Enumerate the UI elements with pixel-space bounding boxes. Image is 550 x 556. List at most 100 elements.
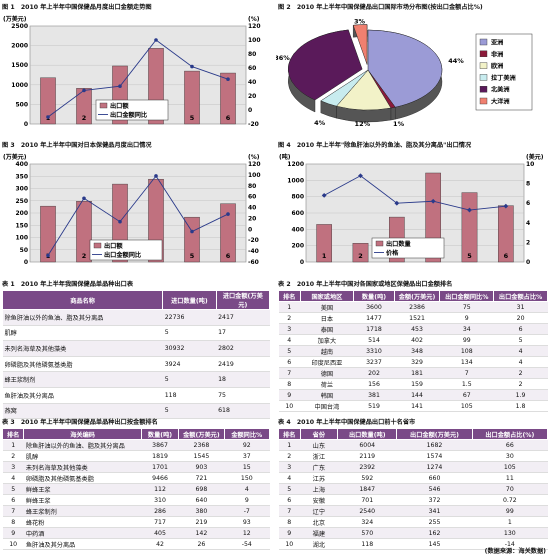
table-3-cell: 112 bbox=[141, 483, 179, 495]
table-4-cell: 118 bbox=[337, 538, 397, 550]
figure-1: 图 1 2010 年上半年中国保健品月度出口金额走势图 (万美元) (%) 0 500… bbox=[0, 0, 272, 132]
table-2-cell: 2 bbox=[493, 378, 548, 390]
table-2-cell: 453 bbox=[394, 323, 440, 335]
table-3-column-header: 金额同比% bbox=[223, 428, 271, 440]
table-1-cell: 618 bbox=[216, 403, 270, 420]
table-3-cell: 150 bbox=[224, 472, 270, 484]
table-2-cell: 德国 bbox=[300, 367, 354, 379]
fig1-y2-tick: 100 bbox=[248, 37, 261, 44]
table-3: 排名 海关编码 数量(吨) 金额(万美元) 金额同比% 1 除鱼肝油以外的鱼油、脂及其分离品… bbox=[1, 428, 271, 550]
table-2-cell: 10 bbox=[278, 400, 301, 412]
table-3-row: 4 卵磷脂及其他磷氨基类脂 9466 721 150 bbox=[2, 472, 270, 484]
fig3-y2-tick: 120 bbox=[248, 161, 261, 168]
table-3-cell: 1545 bbox=[178, 450, 225, 462]
table-1-column-header: 进口数量(吨) bbox=[162, 290, 217, 310]
fig3-point bbox=[118, 219, 122, 224]
fig1-left-unit: (万美元) bbox=[3, 15, 27, 23]
table-2-cell: 1.9 bbox=[493, 389, 548, 401]
table-2-cell: 329 bbox=[394, 356, 440, 368]
table-2-cell: 31 bbox=[493, 301, 548, 313]
table-3-cell: 9466 bbox=[141, 472, 179, 484]
figure-3-chart: (万美元) (%)050100150200250300350400-60-40-2… bbox=[3, 153, 261, 266]
fig3-point bbox=[82, 196, 86, 201]
table-3-cell: 7 bbox=[2, 505, 24, 517]
fig4-bar bbox=[316, 224, 332, 263]
table-3-cell: 310 bbox=[141, 494, 179, 506]
table-4-cell: 7 bbox=[278, 505, 301, 517]
pie-slice-side bbox=[390, 106, 396, 121]
fig3-x-tick: 2 bbox=[82, 252, 87, 260]
table-2-cell: 181 bbox=[394, 367, 440, 379]
table-2-cell: 7 bbox=[278, 367, 301, 379]
table-2-row: 7 德国 202 181 7 2 bbox=[278, 367, 548, 379]
fig3-y-tick: 400 bbox=[15, 161, 28, 168]
table-4-cell: 5 bbox=[278, 483, 301, 495]
table-2-cell: 2386 bbox=[394, 301, 440, 313]
table-3-cell: 640 bbox=[178, 494, 225, 506]
pie-slice bbox=[287, 29, 363, 101]
table-3-cell: 286 bbox=[141, 505, 179, 517]
fig3-y2-tick: 20 bbox=[248, 215, 256, 222]
table-3-cell: 除鱼肝油以外的鱼油、脂及其分离品 bbox=[23, 439, 142, 451]
table-1-cell: 18 bbox=[216, 371, 270, 388]
fig3-y2-tick: 100 bbox=[248, 172, 261, 179]
fig4-point bbox=[503, 203, 509, 209]
table-3-cell: 6 bbox=[2, 494, 24, 506]
table-2-cell: 1.5 bbox=[439, 378, 494, 390]
table-2-cell: 5 bbox=[278, 345, 301, 357]
table-3-row: 8 蜂花粉 717 219 93 bbox=[2, 516, 270, 528]
table-1-column-header: 进口金额(万美元) bbox=[215, 290, 271, 310]
table-2-cell: 中国台湾 bbox=[300, 400, 354, 412]
table-2-cell: 20 bbox=[493, 312, 548, 324]
table-3-cell: -7 bbox=[224, 505, 270, 517]
table-3-cell: 1701 bbox=[141, 461, 179, 473]
fig4-legend bbox=[371, 237, 445, 259]
table-1-cell: 燕窝 bbox=[2, 403, 163, 420]
fig1-y2-tick: 80 bbox=[248, 51, 256, 58]
fig4-y-tick: 0 bbox=[300, 259, 304, 266]
fig4-legend-swatch-bar bbox=[375, 240, 384, 247]
table-2-cell: 泰国 bbox=[300, 323, 354, 335]
fig4-point bbox=[430, 198, 436, 204]
table-2-cell: 1477 bbox=[353, 312, 395, 324]
table-1-row: 卵磷脂及其他磷氨基类脂 3924 2419 bbox=[2, 356, 270, 373]
table-3-column-header: 排名 bbox=[1, 428, 25, 440]
table-3-cell: 380 bbox=[178, 505, 225, 517]
table-1-row: 肌醇 5 17 bbox=[2, 325, 270, 342]
pie-value-label: 3% bbox=[354, 17, 366, 25]
table-3-cell: 蜂花粉 bbox=[23, 516, 142, 528]
table-2-row: 1 美国 3600 2386 75 31 bbox=[278, 301, 548, 313]
fig4-legend-label: 出口数量 bbox=[386, 240, 412, 248]
table-2-cell: 1.8 bbox=[493, 400, 548, 412]
table-2-cell: 韩国 bbox=[300, 389, 354, 401]
fig3-legend-swatch-bar bbox=[93, 242, 102, 249]
table-2-cell: 402 bbox=[394, 334, 440, 346]
table-2-cell: 印度尼西亚 bbox=[300, 356, 354, 368]
fig3-bar bbox=[220, 203, 236, 263]
fig4-y2-tick: 10 bbox=[526, 161, 534, 168]
pie-legend-swatch bbox=[479, 50, 488, 57]
table-4-cell: 701 bbox=[337, 494, 397, 506]
table-2-cell: 4 bbox=[278, 334, 301, 346]
table-3-cell: 717 bbox=[141, 516, 179, 528]
table-3-header-row: 排名 海关编码 数量(吨) 金额(万美元) 金额同比% bbox=[1, 428, 271, 440]
table-4-cell: 546 bbox=[396, 483, 473, 495]
table-4-cell: 99 bbox=[472, 505, 548, 517]
table-4-cell: 2 bbox=[278, 450, 301, 462]
table-3-cell: 698 bbox=[178, 483, 225, 495]
fig4-left-unit: (吨) bbox=[279, 153, 291, 161]
table-2-cell: 514 bbox=[353, 334, 395, 346]
pie-slice bbox=[367, 29, 443, 108]
table-1-cell: 蜂王浆制剂 bbox=[2, 371, 163, 388]
table-2-column-header: 数量(吨) bbox=[353, 290, 395, 302]
pie-legend-swatch bbox=[479, 62, 488, 69]
table-1-row: 鱼肝油及其分离品 118 75 bbox=[2, 387, 270, 404]
table-1-cell: 17 bbox=[216, 325, 270, 342]
table-4-cell: 8 bbox=[278, 516, 301, 528]
table-2-column-header: 出口金额占比% bbox=[493, 290, 548, 302]
pie-legend-swatch bbox=[479, 97, 488, 105]
table-2-cell: 1 bbox=[278, 301, 301, 313]
table-2-cell: 6 bbox=[278, 356, 301, 368]
fig1-y-tick: 1000 bbox=[11, 82, 28, 89]
table-3-cell: -54 bbox=[224, 538, 270, 550]
